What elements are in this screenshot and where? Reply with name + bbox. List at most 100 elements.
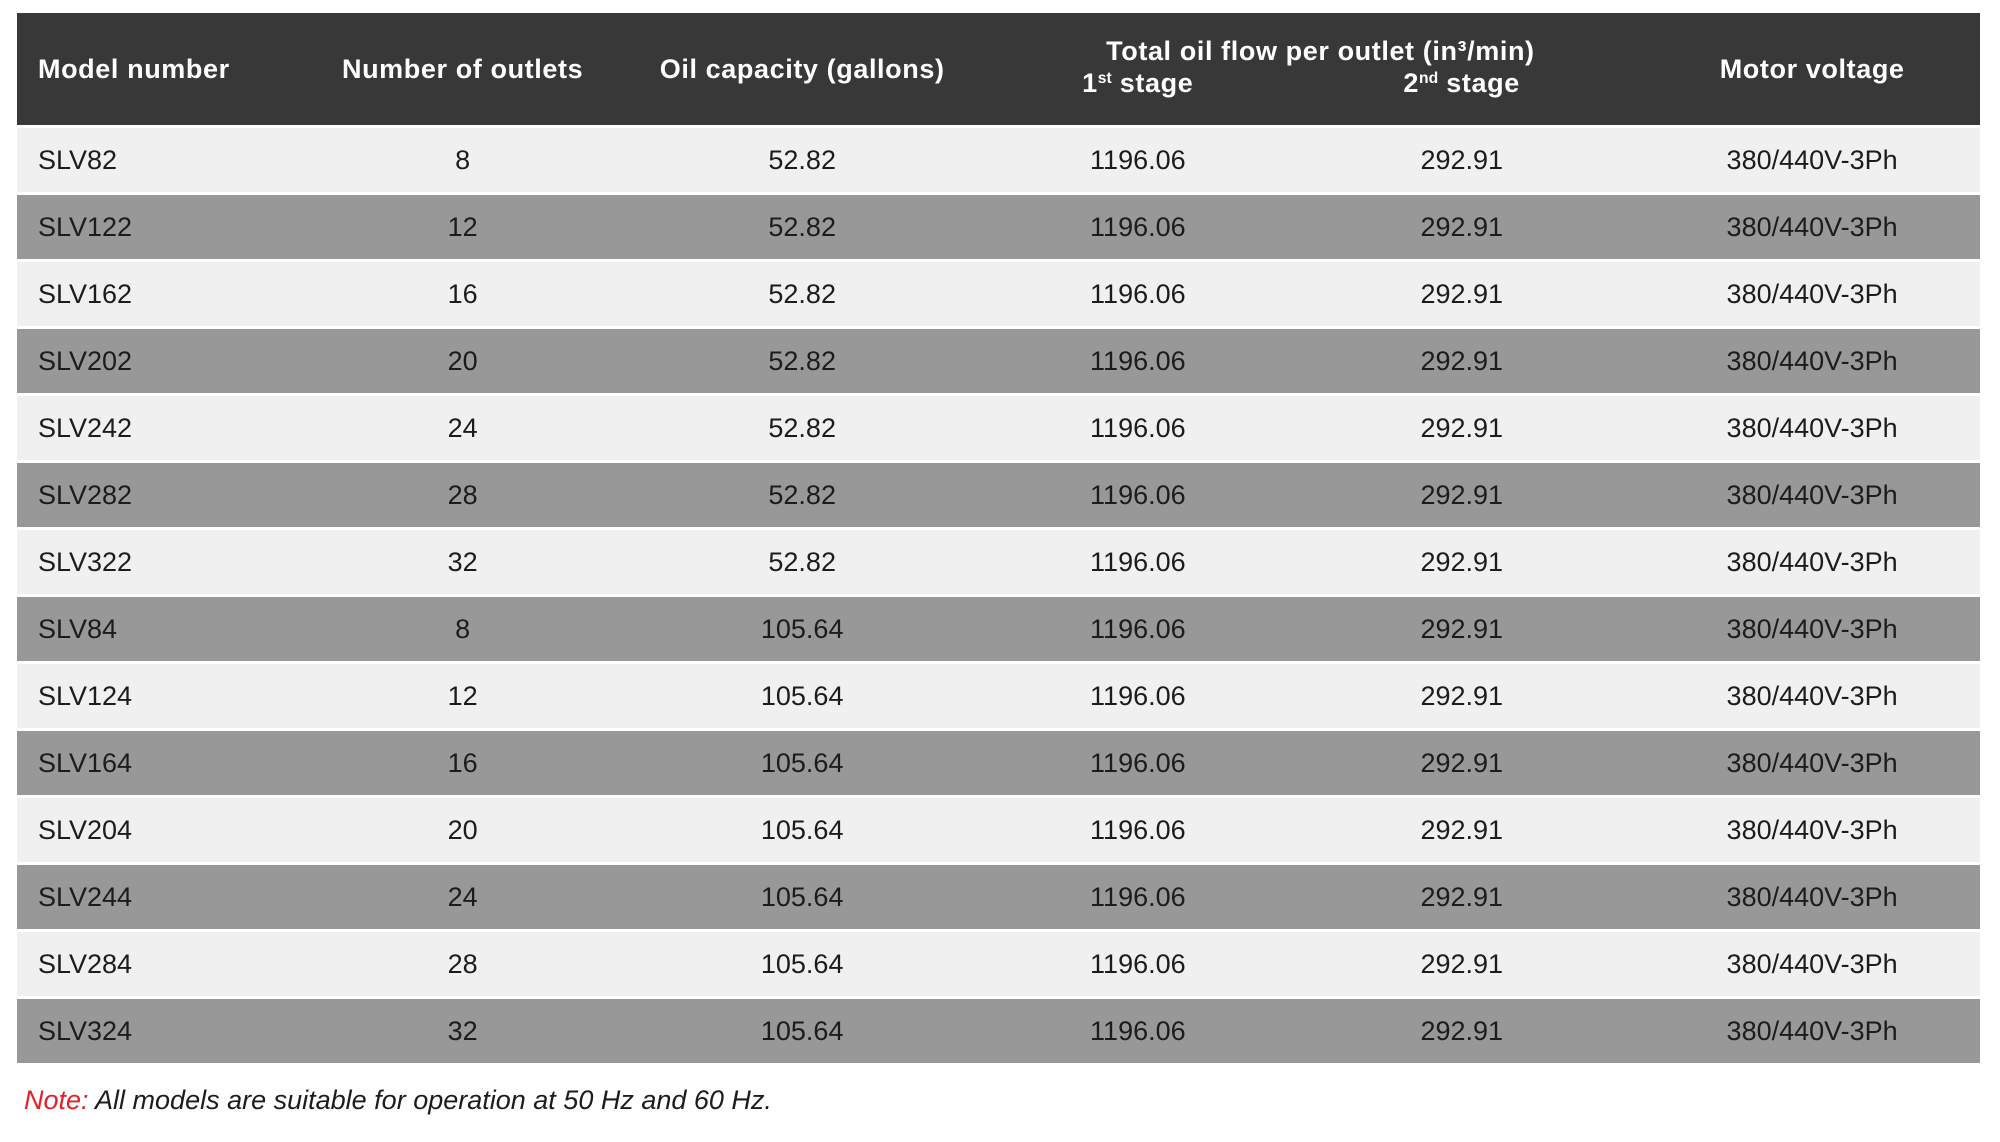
cell-model-number: SLV242 xyxy=(38,412,133,443)
table-body: SLV82 8 52.82 1196.06 292.91 380/440V-3P… xyxy=(17,128,1980,1063)
cell-stage2-flow: 292.91 xyxy=(1420,613,1504,644)
header-group-title: Total oil flow per outlet (in³/min) xyxy=(1106,35,1535,66)
cell-stage2-flow: 292.91 xyxy=(1420,747,1504,778)
table-header: Model number Number of outlets Oil capac… xyxy=(17,13,1980,125)
stage1-ordinal: st xyxy=(1097,69,1112,87)
table-row: SLV244 24 105.64 1196.06 292.91 380/440V… xyxy=(17,865,1980,929)
header-cell-number-of-outlets: Number of outlets xyxy=(341,53,584,84)
cell-stage2-flow: 292.91 xyxy=(1420,1015,1504,1046)
cell-stage2-flow: 292.91 xyxy=(1420,680,1504,711)
header-subrow: 1st stage 2nd stage xyxy=(997,67,1645,104)
stage2-ordinal: nd xyxy=(1419,69,1439,87)
cell-stage1-flow: 1196.06 xyxy=(1090,881,1186,912)
cell-number-of-outlets: 12 xyxy=(447,680,478,711)
cell-oil-capacity: 105.64 xyxy=(760,613,844,644)
note: Note: All models are suitable for operat… xyxy=(24,1085,2000,1116)
cell-oil-capacity: 105.64 xyxy=(760,1015,844,1046)
cell-model-number: SLV322 xyxy=(38,546,133,577)
stage1-label: stage xyxy=(1111,67,1194,98)
cell-stage1-flow: 1196.06 xyxy=(1090,546,1186,577)
cell-motor-voltage: 380/440V-3Ph xyxy=(1726,948,1898,979)
cell-oil-capacity: 52.82 xyxy=(768,345,836,376)
cell-stage1-flow: 1196.06 xyxy=(1090,948,1186,979)
cell-model-number: SLV82 xyxy=(38,144,118,175)
cell-model-number: SLV124 xyxy=(38,680,133,711)
cell-motor-voltage: 380/440V-3Ph xyxy=(1726,211,1898,242)
cell-model-number: SLV204 xyxy=(38,814,133,845)
table-row: SLV84 8 105.64 1196.06 292.91 380/440V-3… xyxy=(17,597,1980,661)
cell-motor-voltage: 380/440V-3Ph xyxy=(1726,412,1898,443)
cell-motor-voltage: 380/440V-3Ph xyxy=(1726,881,1898,912)
table-row: SLV164 16 105.64 1196.06 292.91 380/440V… xyxy=(17,731,1980,795)
note-text: All models are suitable for operation at… xyxy=(95,1085,772,1115)
cell-model-number: SLV324 xyxy=(38,1015,133,1046)
stage2-label: stage xyxy=(1438,67,1520,98)
table-row: SLV202 20 52.82 1196.06 292.91 380/440V-… xyxy=(17,329,1980,393)
cell-stage1-flow: 1196.06 xyxy=(1090,1015,1186,1046)
note-label: Note: xyxy=(24,1085,89,1115)
cell-motor-voltage: 380/440V-3Ph xyxy=(1726,613,1898,644)
header-cell-model-number: Model number xyxy=(38,53,230,84)
cell-stage1-flow: 1196.06 xyxy=(1090,814,1186,845)
cell-motor-voltage: 380/440V-3Ph xyxy=(1726,814,1898,845)
cell-stage2-flow: 292.91 xyxy=(1420,814,1504,845)
table-row: SLV322 32 52.82 1196.06 292.91 380/440V-… xyxy=(17,530,1980,594)
cell-oil-capacity: 105.64 xyxy=(760,814,844,845)
cell-stage2-flow: 292.91 xyxy=(1420,881,1504,912)
cell-stage2-flow: 292.91 xyxy=(1420,144,1504,175)
cell-oil-capacity: 105.64 xyxy=(760,948,844,979)
cell-motor-voltage: 380/440V-3Ph xyxy=(1726,546,1898,577)
table-row: SLV242 24 52.82 1196.06 292.91 380/440V-… xyxy=(17,396,1980,460)
cell-stage2-flow: 292.91 xyxy=(1420,479,1504,510)
table-row: SLV124 12 105.64 1196.06 292.91 380/440V… xyxy=(17,664,1980,728)
cell-motor-voltage: 380/440V-3Ph xyxy=(1726,747,1898,778)
header-cell-stage1: 1st stage xyxy=(997,67,1279,104)
table-row: SLV82 8 52.82 1196.06 292.91 380/440V-3P… xyxy=(17,128,1980,192)
table-row: SLV282 28 52.82 1196.06 292.91 380/440V-… xyxy=(17,463,1980,527)
cell-stage1-flow: 1196.06 xyxy=(1090,345,1186,376)
cell-number-of-outlets: 20 xyxy=(447,345,478,376)
cell-model-number: SLV84 xyxy=(38,613,118,644)
cell-model-number: SLV244 xyxy=(38,881,133,912)
cell-motor-voltage: 380/440V-3Ph xyxy=(1726,680,1898,711)
cell-number-of-outlets: 32 xyxy=(447,546,478,577)
cell-model-number: SLV284 xyxy=(38,948,133,979)
cell-model-number: SLV122 xyxy=(38,211,133,242)
table-row: SLV122 12 52.82 1196.06 292.91 380/440V-… xyxy=(17,195,1980,259)
header-cell-oil-capacity: Oil capacity (gallons) xyxy=(659,53,945,84)
cell-number-of-outlets: 28 xyxy=(447,948,478,979)
cell-stage2-flow: 292.91 xyxy=(1420,211,1504,242)
table-row: SLV284 28 105.64 1196.06 292.91 380/440V… xyxy=(17,932,1980,996)
cell-motor-voltage: 380/440V-3Ph xyxy=(1726,1015,1898,1046)
cell-number-of-outlets: 16 xyxy=(447,747,478,778)
cell-oil-capacity: 52.82 xyxy=(768,546,836,577)
cell-stage2-flow: 292.91 xyxy=(1420,412,1504,443)
cell-stage1-flow: 1196.06 xyxy=(1090,412,1186,443)
cell-model-number: SLV202 xyxy=(38,345,133,376)
cell-number-of-outlets: 8 xyxy=(455,144,471,175)
stage2-number: 2 xyxy=(1403,67,1420,98)
cell-number-of-outlets: 20 xyxy=(447,814,478,845)
cell-stage2-flow: 292.91 xyxy=(1420,278,1504,309)
spec-table: Model number Number of outlets Oil capac… xyxy=(17,13,1980,1063)
cell-oil-capacity: 52.82 xyxy=(768,412,836,443)
stage1-number: 1 xyxy=(1082,67,1098,98)
cell-motor-voltage: 380/440V-3Ph xyxy=(1726,278,1898,309)
header-cell-stage2: 2nd stage xyxy=(1279,67,1644,104)
header-group-total-oil-flow: Total oil flow per outlet (in³/min) 1st … xyxy=(997,13,1645,125)
cell-number-of-outlets: 24 xyxy=(447,881,478,912)
cell-stage1-flow: 1196.06 xyxy=(1090,747,1186,778)
cell-oil-capacity: 52.82 xyxy=(768,278,836,309)
cell-stage1-flow: 1196.06 xyxy=(1090,479,1186,510)
cell-number-of-outlets: 24 xyxy=(447,412,478,443)
cell-model-number: SLV282 xyxy=(38,479,133,510)
cell-number-of-outlets: 8 xyxy=(455,613,471,644)
cell-stage1-flow: 1196.06 xyxy=(1090,144,1186,175)
cell-oil-capacity: 105.64 xyxy=(760,747,844,778)
cell-oil-capacity: 52.82 xyxy=(768,211,836,242)
cell-motor-voltage: 380/440V-3Ph xyxy=(1726,345,1898,376)
cell-stage2-flow: 292.91 xyxy=(1420,345,1504,376)
cell-oil-capacity: 52.82 xyxy=(768,144,836,175)
header-cell-motor-voltage: Motor voltage xyxy=(1719,53,1905,84)
table-row: SLV162 16 52.82 1196.06 292.91 380/440V-… xyxy=(17,262,1980,326)
